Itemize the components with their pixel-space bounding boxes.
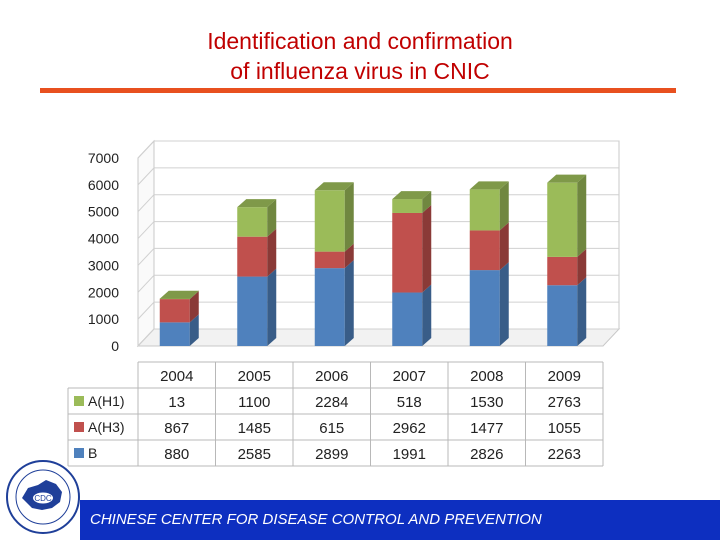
title-line-1: Identification and confirmation [207,28,513,54]
bar-segment-side [422,284,432,346]
bar-segment [392,199,423,213]
gridline-side [137,140,155,159]
x-category-label: 2006 [315,368,348,385]
bar-segment-side [267,228,277,277]
legend-swatch [74,422,84,432]
bar-segment [237,236,268,277]
bar-segment [159,322,190,346]
x-category-label: 2007 [393,368,426,385]
table-value: 2284 [315,394,348,411]
bar-segment [392,212,423,293]
y-tick-label: 2000 [88,284,119,300]
bar-segment [547,182,578,257]
x-category-label: 2004 [160,368,193,385]
table-value: 1477 [470,420,503,437]
y-tick-label: 6000 [88,177,119,193]
bar-segment-side [344,260,354,346]
bar-segment [314,190,345,252]
chart-side-wall [137,139,155,348]
bar-segment-side [344,243,354,269]
y-tick-label: 7000 [88,150,119,166]
table-value: 2826 [470,446,503,463]
slide-title: Identification and confirmation of influ… [0,26,720,86]
bar-top [469,181,509,190]
bar-segment-side [577,277,587,346]
table-value: 2763 [548,394,581,411]
legend-label: B [88,445,97,461]
bar-top [314,182,354,191]
gridline-side [137,194,155,213]
bar-segment-side [344,182,354,252]
bar-segment [159,299,190,323]
bar-segment-side [577,248,587,286]
bar-segment-side [499,181,509,231]
table-value: 867 [164,420,189,437]
bar-segment-side [499,222,509,271]
table-value: 2585 [238,446,271,463]
x-category-label: 2009 [548,368,581,385]
table-value: 1100 [238,394,270,411]
bar-segment-side [422,191,432,213]
bar-segment-side [189,314,199,346]
table-value: 2962 [393,420,426,437]
legend-label: A(H1) [88,393,125,409]
bar-segment [547,256,578,286]
bar-segment [469,270,500,346]
legend-label: A(H3) [88,419,125,435]
gridline-side [137,248,155,266]
footer-text: CHINESE CENTER FOR DISEASE CONTROL AND P… [90,511,542,528]
bar-segment [237,276,268,346]
bar-segment-side [577,174,587,257]
y-tick-label: 5000 [88,204,119,220]
table-value: 615 [319,420,344,437]
bar-segment [469,189,500,231]
y-tick-label: 1000 [88,311,119,327]
bar-segment [547,285,578,346]
table-value: 518 [397,394,422,411]
table-value: 2899 [315,446,348,463]
bar-segment-side [267,268,277,346]
bar-segment [237,207,268,237]
legend-swatch [74,448,84,458]
bar-segment-side [267,199,277,237]
bar-segment-side [189,291,199,323]
bar-segment-side [499,262,509,346]
table-value: 13 [168,394,185,411]
bar-top [392,191,432,200]
table-value: 1991 [393,446,426,463]
table-value: 1530 [470,394,503,411]
bar-segment-side [422,204,432,293]
chart-floor [136,328,621,347]
table-value: 880 [164,446,189,463]
title-line-2: of influenza virus in CNIC [230,58,490,84]
chart-back-wall [153,140,620,330]
table-value: 1485 [238,420,271,437]
bar-segment [392,292,423,346]
bar-segment [314,268,345,346]
gridline-side [137,328,155,347]
y-tick-label: 3000 [88,257,119,273]
x-category-label: 2008 [470,368,503,385]
table-value: 1055 [548,420,581,437]
gridline-side [137,274,155,293]
gridline-side [137,167,155,186]
bar-segment [314,251,345,269]
logo-text: CDC [34,494,52,503]
legend-swatch [74,396,84,406]
table-value: 2263 [548,446,581,463]
bar-segment [469,230,500,271]
y-tick-label: 0 [111,338,119,354]
gridline-side [137,301,155,320]
y-tick-label: 4000 [88,231,119,247]
cdc-logo: CDC [4,458,82,536]
gridline-side [137,221,155,239]
title-underline [40,88,676,93]
bar-top [547,174,587,183]
bar-top [159,290,199,299]
bar-top [237,199,277,208]
footer-bar: CHINESE CENTER FOR DISEASE CONTROL AND P… [80,500,720,540]
x-category-label: 2005 [238,368,271,385]
bar-segment [159,298,190,300]
